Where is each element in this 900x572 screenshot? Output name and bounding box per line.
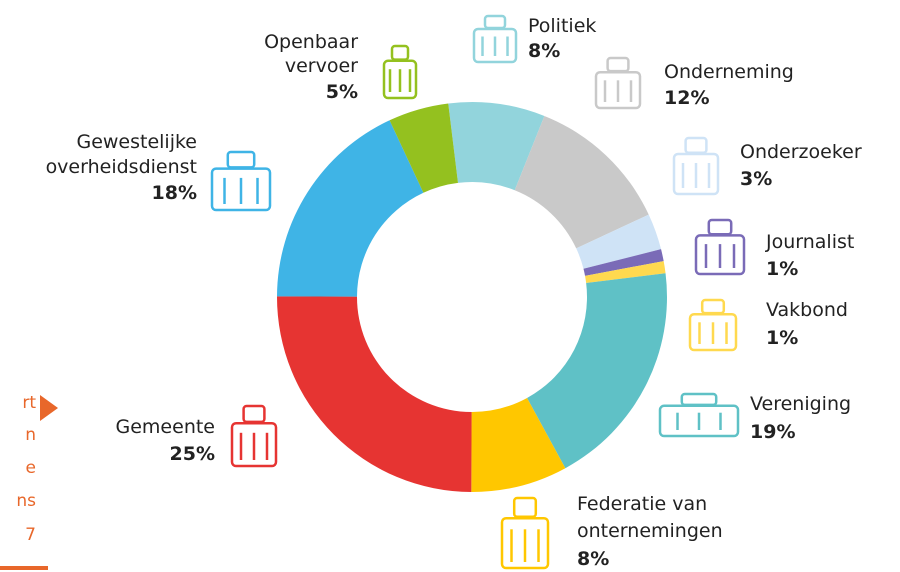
- category-label: Vereniging: [750, 393, 851, 415]
- icon: [230, 404, 278, 468]
- category-label: Onderzoeker: [740, 141, 862, 163]
- value-label: 12%: [664, 87, 709, 109]
- category-label: Openbaar vervoer: [264, 31, 358, 77]
- donut-segment: [514, 115, 649, 249]
- donut-segment: [585, 261, 666, 283]
- side-note-text: 7: [25, 525, 36, 545]
- donut-segment: [583, 249, 664, 276]
- donut-segment: [277, 120, 424, 297]
- icon: [382, 44, 418, 100]
- category-label: Gewestelijke overheidsdienst: [46, 131, 197, 178]
- icon: [594, 56, 642, 110]
- category-label: Politiek: [528, 15, 596, 37]
- icon: [688, 298, 738, 352]
- category-label: Onderneming: [664, 61, 794, 83]
- category-label: Journalist: [765, 231, 854, 253]
- donut-segment: [527, 273, 668, 469]
- value-label: 25%: [170, 443, 215, 465]
- icon: [210, 150, 272, 212]
- side-note-text: rt: [22, 393, 36, 413]
- icon: [658, 392, 740, 438]
- icon-top: [680, 392, 718, 407]
- donut-segment: [448, 101, 545, 191]
- side-note-text: e: [26, 458, 36, 478]
- value-label: 3%: [740, 168, 772, 190]
- icon-top: [390, 44, 410, 61]
- icon: [472, 14, 518, 64]
- donut-segment: [576, 214, 662, 269]
- icon-top: [226, 150, 256, 169]
- icon-top: [700, 298, 726, 315]
- category-label: Federatie van onternemingen: [577, 493, 723, 542]
- icon-top: [707, 218, 733, 236]
- icon-top: [242, 404, 266, 424]
- category-label: Gemeente: [116, 416, 215, 438]
- value-label: 1%: [766, 258, 798, 280]
- side-note-text: n: [25, 425, 36, 445]
- donut-segment: [389, 103, 458, 193]
- icon: [500, 496, 550, 570]
- icon-body: [500, 516, 550, 570]
- arrow: [40, 395, 58, 421]
- value-label: 19%: [750, 421, 795, 443]
- value-label: 18%: [152, 182, 197, 204]
- icon: [672, 136, 720, 196]
- value-label: 1%: [766, 327, 798, 349]
- icon-top: [512, 496, 538, 518]
- icon: [694, 218, 746, 276]
- value-label: 5%: [326, 81, 358, 103]
- icon-top: [684, 136, 708, 155]
- value-label: 8%: [528, 40, 560, 62]
- side-note: [0, 395, 58, 570]
- donut-segment: [471, 397, 566, 492]
- value-label: 8%: [577, 548, 609, 570]
- donut-segment: [276, 296, 472, 492]
- side-note-text: ns: [16, 491, 36, 511]
- icon-body: [230, 421, 278, 468]
- icon-top: [483, 14, 507, 30]
- icon-top: [606, 56, 630, 73]
- category-label: Vakbond: [766, 299, 848, 321]
